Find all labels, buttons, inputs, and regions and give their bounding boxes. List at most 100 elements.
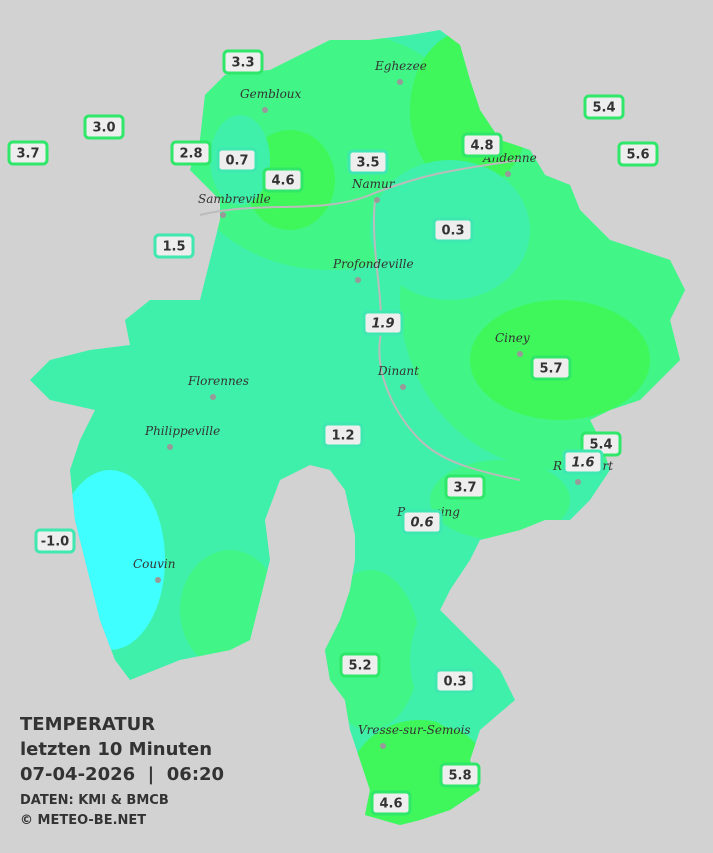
city-dot — [355, 277, 361, 283]
station: 5.7 — [530, 355, 572, 381]
station-box — [434, 668, 476, 694]
station-value: 5.4 — [592, 101, 615, 116]
city-label: Gembloux — [240, 87, 302, 101]
station: 3.7 — [7, 140, 49, 166]
legend-source: DATEN: KMI & BMCB — [20, 793, 169, 808]
station: 2.8 — [170, 140, 212, 166]
city-dot — [374, 197, 380, 203]
station: 3.3 — [222, 49, 264, 75]
station: 0.7 — [216, 147, 258, 173]
city-dot — [262, 107, 268, 113]
city-dot — [505, 171, 511, 177]
station-values: 3.3 3.0 3.7 2.8 0.7 4.6 3.5 4.8 5.4 5.6 0.3 1.5 1.9 5… — [7, 49, 659, 816]
city-label: Namur — [351, 177, 396, 191]
station-box — [362, 310, 404, 336]
station: 4.6 — [370, 790, 412, 816]
station-box — [370, 790, 412, 816]
station-value: 5.2 — [348, 659, 371, 674]
station-value: 1.5 — [162, 240, 185, 255]
station-value: 3.7 — [16, 147, 39, 162]
station-value: 1.6 — [571, 456, 594, 471]
station-box — [444, 474, 486, 500]
station-box — [439, 762, 481, 788]
station: 3.5 — [347, 149, 389, 175]
city-dot — [155, 577, 161, 583]
city-label: Couvin — [133, 557, 175, 571]
station-box — [222, 49, 264, 75]
city-dot — [400, 384, 406, 390]
station-box — [617, 141, 659, 167]
station: -1.0 — [34, 528, 76, 554]
station: 5.8 — [439, 762, 481, 788]
station-box — [170, 140, 212, 166]
station-box — [461, 132, 503, 158]
station: 0.6 — [401, 509, 443, 535]
station-value: 4.6 — [271, 174, 294, 189]
city-label: Dinant — [377, 364, 419, 378]
city-dot — [220, 212, 226, 218]
station-value: -1.0 — [41, 535, 69, 550]
station: 3.0 — [83, 114, 125, 140]
city-label: Philippeville — [144, 424, 220, 438]
station-value: 0.7 — [225, 154, 248, 169]
station-value: 0.6 — [410, 516, 433, 531]
legend-datetime: 07-04-2026 | 06:20 — [20, 764, 224, 785]
legend: TEMPERATUR letzten 10 Minuten 07-04-2026… — [20, 714, 224, 828]
station: 1.2 — [322, 422, 364, 448]
station-value: 5.7 — [539, 362, 562, 377]
station: 5.2 — [339, 652, 381, 678]
station-box — [322, 422, 364, 448]
station-box — [216, 147, 258, 173]
city-label: Eghezee — [374, 59, 427, 73]
city-label: Vresse-sur-Semois — [358, 723, 471, 737]
station-box — [562, 449, 604, 475]
legend-copyright: © METEO-BE.NET — [20, 813, 146, 828]
station-box — [401, 509, 443, 535]
station: 1.5 — [153, 233, 195, 259]
legend-period: letzten 10 Minuten — [20, 739, 212, 760]
station: 4.6 — [262, 167, 304, 193]
station: 3.7 — [444, 474, 486, 500]
station-value: 1.2 — [331, 429, 354, 444]
station-box — [583, 94, 625, 120]
station-value: 3.7 — [453, 481, 476, 496]
station: 4.8 — [461, 132, 503, 158]
station: 1.6 — [562, 449, 604, 475]
station-box — [339, 652, 381, 678]
station-box — [347, 149, 389, 175]
station-value: 1.9 — [371, 317, 394, 332]
city-dot — [517, 351, 523, 357]
station: 1.9 — [362, 310, 404, 336]
station-box — [7, 140, 49, 166]
station-value: 3.3 — [231, 56, 254, 71]
station-value: 3.0 — [92, 121, 115, 136]
station-value: 0.3 — [443, 675, 466, 690]
city-dot — [397, 79, 403, 85]
station-value: 5.6 — [626, 148, 649, 163]
station-box — [83, 114, 125, 140]
city-label: Ciney — [495, 331, 530, 345]
rivers — [199, 159, 521, 481]
city-dot — [167, 444, 173, 450]
station-value: 4.8 — [470, 139, 493, 154]
city-label: Florennes — [187, 374, 249, 388]
station-box — [432, 217, 474, 243]
city-dot — [575, 479, 581, 485]
station: 0.3 — [434, 668, 476, 694]
city-label: Sambreville — [198, 192, 271, 206]
city-dot — [210, 394, 216, 400]
city-label: Profondeville — [332, 257, 414, 271]
station-box — [34, 528, 76, 554]
station-box — [153, 233, 195, 259]
station-value: 0.3 — [441, 224, 464, 239]
legend-title: TEMPERATUR — [20, 714, 155, 735]
station: 5.4 — [583, 94, 625, 120]
station-value: 3.5 — [356, 156, 379, 171]
station-box — [262, 167, 304, 193]
station-value: 2.8 — [179, 147, 202, 162]
station-value: 5.8 — [448, 769, 471, 784]
station: 0.3 — [432, 217, 474, 243]
city-dot — [380, 743, 386, 749]
station: 5.6 — [617, 141, 659, 167]
